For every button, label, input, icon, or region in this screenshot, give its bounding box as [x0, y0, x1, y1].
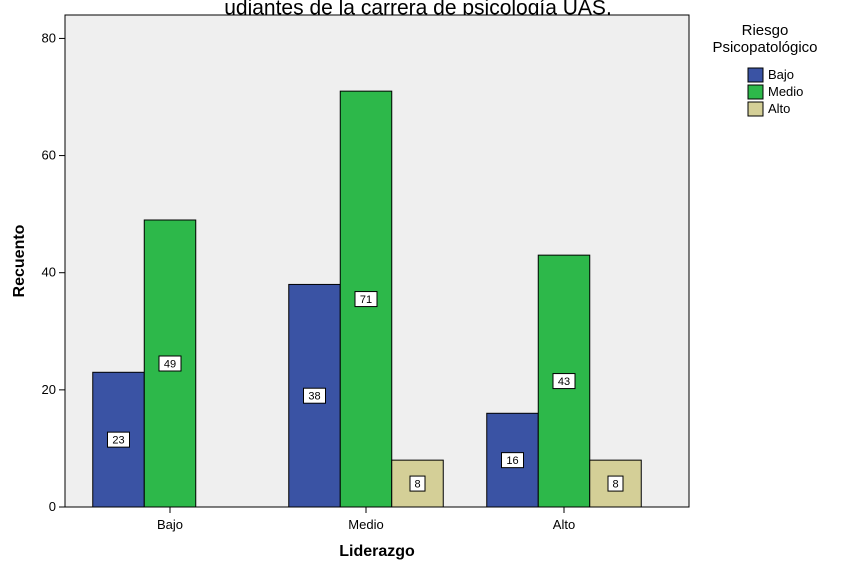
legend-swatch-medio	[747, 84, 764, 100]
data-label-bajo-medio: 38	[303, 387, 326, 404]
svg-text:49: 49	[164, 359, 176, 371]
y-tick-label-4: 80	[42, 30, 56, 45]
y-tick-label-0: 0	[49, 499, 56, 514]
svg-text:23: 23	[112, 435, 124, 447]
legend-label-alto: Alto	[768, 101, 790, 116]
legend-swatch-alto	[747, 101, 764, 117]
data-label-alto-medio: 8	[409, 475, 426, 492]
svg-text:38: 38	[308, 391, 320, 403]
y-tick-label-2: 40	[42, 265, 56, 280]
data-label-alto-alto: 8	[607, 475, 624, 492]
bars	[92, 90, 642, 508]
legend-title-line-0: Riesgo	[742, 22, 789, 39]
legend-title-line-1: Psicopatológico	[712, 39, 817, 56]
x-tick-label-1: Medio	[348, 517, 383, 532]
legend-label-bajo: Bajo	[768, 67, 794, 82]
data-label-medio-medio: 71	[354, 291, 378, 308]
svg-text:16: 16	[506, 455, 518, 467]
data-label-bajo-bajo: 23	[107, 431, 130, 448]
y-axis: 0 20 40 60 80	[42, 30, 65, 514]
svg-text:71: 71	[360, 294, 372, 306]
y-tick-label-1: 20	[42, 382, 56, 397]
data-label-medio-bajo: 49	[158, 355, 182, 372]
svg-text:8: 8	[414, 479, 420, 491]
x-tick-label-0: Bajo	[157, 517, 183, 532]
legend-swatch-bajo	[747, 67, 764, 83]
svg-text:8: 8	[612, 479, 618, 491]
x-axis: Bajo Medio Alto	[157, 507, 575, 532]
data-label-medio-alto: 43	[552, 373, 576, 390]
data-labels: 23 38 16 49 71 43 8 8	[107, 291, 624, 492]
legend-label-medio: Medio	[768, 84, 803, 99]
data-label-bajo-alto: 16	[501, 452, 524, 469]
y-axis-title: Recuento	[11, 224, 28, 297]
x-axis-title: Liderazgo	[339, 543, 415, 560]
y-tick-label-3: 60	[42, 148, 56, 163]
x-tick-label-2: Alto	[553, 517, 575, 532]
svg-text:43: 43	[558, 376, 570, 388]
